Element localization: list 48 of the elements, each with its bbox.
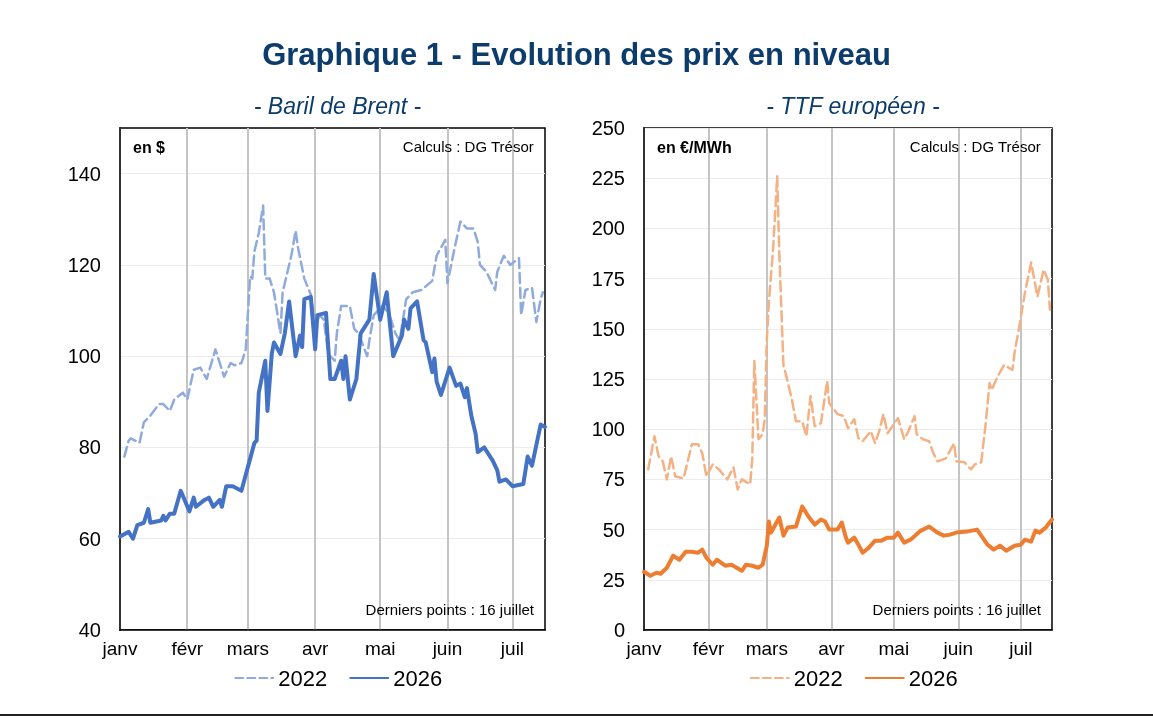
chart-title: Graphique 1 - Evolution des prix en niveau [262, 37, 891, 73]
x-tick-label: mars [745, 638, 788, 659]
y-tick-label: 250 [591, 117, 625, 139]
annotation: Derniers points : 16 juillet [365, 601, 535, 618]
x-tick-label: juil [1008, 638, 1033, 659]
annotation: Derniers points : 16 juillet [872, 601, 1042, 618]
x-tick-label: juin [431, 638, 463, 659]
y-tick-label: 175 [591, 267, 625, 290]
y-tick-label: 225 [591, 167, 625, 190]
y-tick-label: 100 [67, 345, 101, 368]
x-tick-label: janv [625, 638, 662, 659]
x-tick-label: févr [171, 638, 204, 659]
y-tick-label: 120 [67, 253, 101, 276]
y-tick-label: 140 [67, 162, 101, 185]
chart-subtitle: - Baril de Brent - [253, 92, 422, 119]
x-tick-label: mars [226, 638, 270, 659]
line-series [118, 272, 547, 541]
legend-label: 2022 [793, 665, 843, 691]
y-axis-title: en $ [133, 138, 166, 156]
x-tick-label: janv [101, 638, 138, 659]
y-tick-label: 80 [78, 436, 101, 459]
y-tick-label: 0 [613, 619, 625, 641]
legend-label: 2026 [908, 665, 958, 691]
x-tick-label: juin [942, 638, 974, 659]
y-tick-label: 200 [591, 217, 625, 240]
x-tick-label: juil [499, 638, 525, 659]
x-tick-label: avr [818, 638, 846, 659]
legend-label: 2026 [393, 665, 443, 691]
y-tick-label: 150 [591, 317, 625, 340]
x-tick-label: mai [878, 638, 910, 659]
line-series [123, 204, 545, 458]
x-tick-label: avr [301, 638, 330, 659]
y-tick-label: 60 [78, 527, 101, 550]
annotation: Calculs : DG Trésor [402, 138, 534, 155]
y-tick-label: 100 [591, 418, 625, 441]
x-tick-label: févr [692, 638, 726, 659]
line-series [646, 174, 1052, 491]
line-series [642, 504, 1054, 578]
y-tick-label: 25 [602, 568, 625, 591]
x-tick-label: mai [364, 638, 396, 659]
chart-subtitle: - TTF européen - [766, 92, 941, 119]
annotation: Calculs : DG Trésor [909, 138, 1041, 155]
y-tick-label: 125 [591, 368, 625, 390]
y-axis-title: en €/MWh [657, 138, 732, 156]
y-tick-label: 50 [602, 518, 625, 541]
y-tick-label: 75 [602, 468, 625, 491]
y-tick-label: 40 [78, 619, 101, 641]
legend-label: 2022 [278, 665, 328, 691]
